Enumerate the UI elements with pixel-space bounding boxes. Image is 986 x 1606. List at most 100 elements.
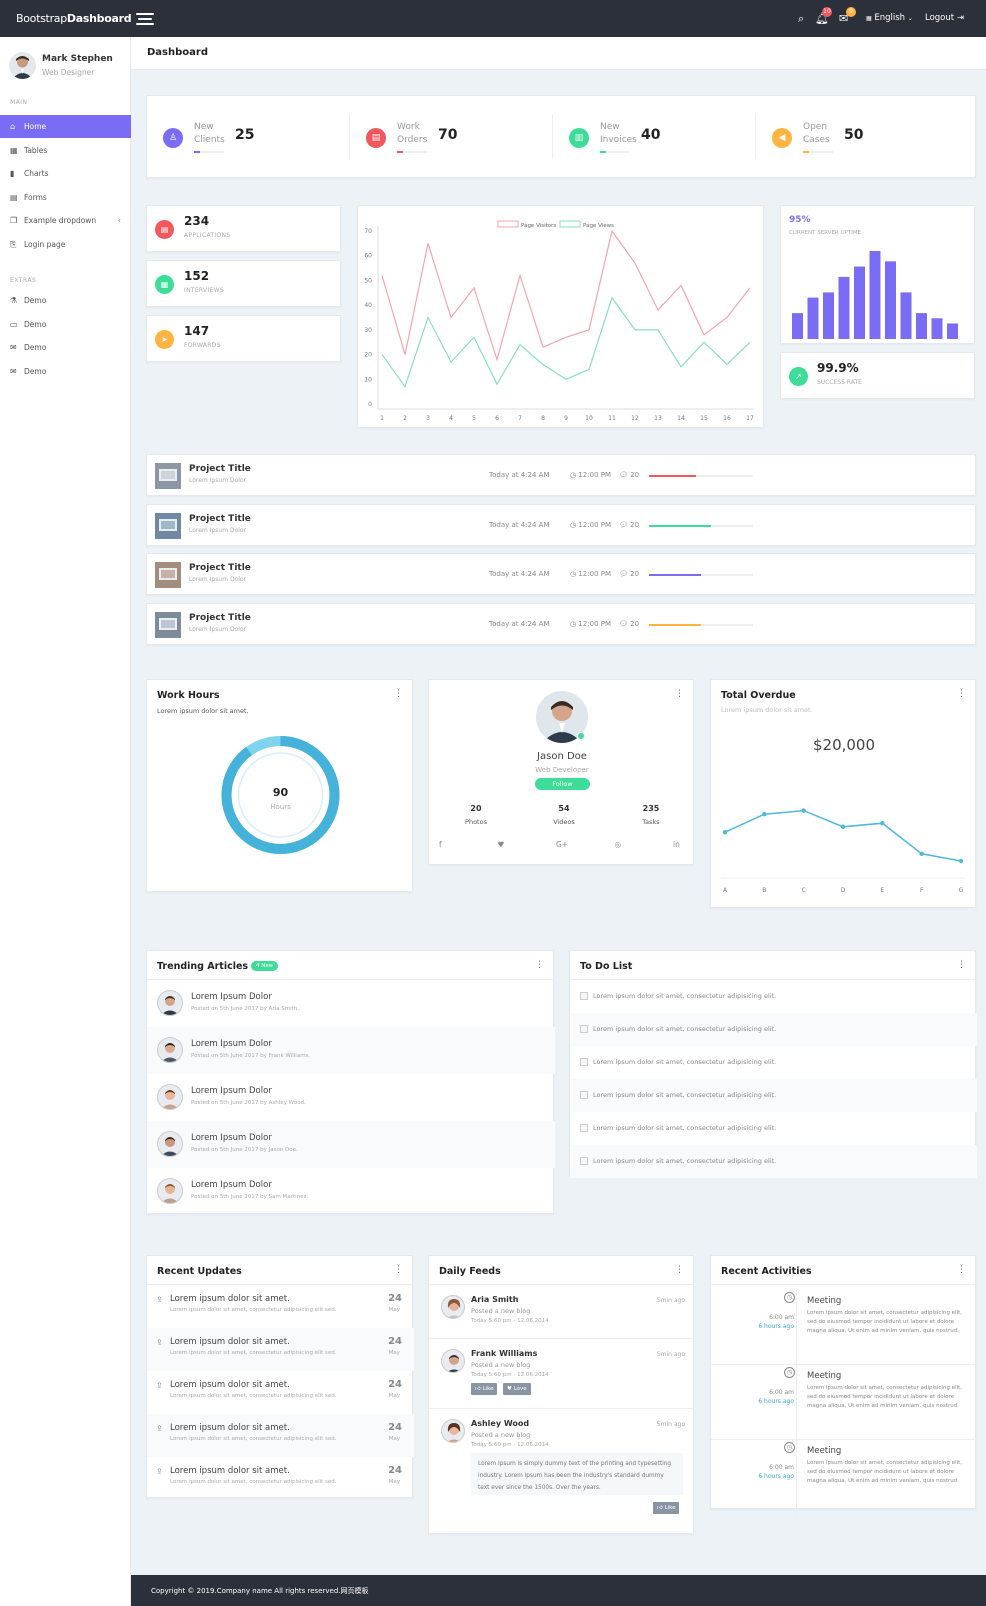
article-title[interactable]: Lorem Ipsum Dolor xyxy=(191,1133,272,1143)
feed-author[interactable]: Ashley Wood xyxy=(471,1419,530,1428)
twitter-icon[interactable]: ♥ xyxy=(497,840,505,849)
feed-author[interactable]: Aria Smith xyxy=(471,1295,519,1304)
update-title[interactable]: Lorem ipsum dolor sit amet. xyxy=(170,1423,290,1433)
feed-avatar[interactable] xyxy=(441,1295,465,1319)
instagram-icon[interactable]: ◎ xyxy=(614,840,622,849)
article-avatar[interactable] xyxy=(157,1178,183,1204)
project-title[interactable]: Project Title xyxy=(189,612,251,623)
messages-icon[interactable]: ✉ 9 xyxy=(839,7,856,25)
project-thumbnail[interactable] xyxy=(155,512,181,539)
project-row[interactable]: Project Title Lorem Ipsum Dolor Today at 4… xyxy=(146,553,976,595)
project-subtitle: Lorem Ipsum Dolor xyxy=(189,526,247,534)
project-row[interactable]: Project Title Lorem Ipsum Dolor Today at 4… xyxy=(146,602,976,645)
feed-avatar[interactable] xyxy=(441,1349,465,1373)
update-text: Lorem ipsum dolor sit amet, consectetur … xyxy=(170,1393,337,1399)
clipboard-icon: ▤ xyxy=(366,128,386,148)
update-item[interactable]: ⇪ Lorem ipsum dolor sit amet. Lorem ipsum … xyxy=(147,1328,414,1371)
facebook-icon[interactable]: f xyxy=(439,840,442,849)
new-badge: 4 New xyxy=(251,961,279,971)
update-item[interactable]: ⇪ Lorem ipsum dolor sit amet. Lorem ipsum … xyxy=(147,1285,414,1328)
todo-checkbox[interactable] xyxy=(580,1091,588,1099)
more-icon[interactable]: ⋮ xyxy=(675,1265,684,1275)
article-title[interactable]: Lorem Ipsum Dolor xyxy=(191,1086,272,1096)
todo-checkbox[interactable] xyxy=(580,1058,588,1066)
article-avatar[interactable] xyxy=(157,990,183,1016)
more-icon[interactable]: ⋮ xyxy=(394,689,403,699)
project-comments[interactable]: 💬︎ 20 xyxy=(619,570,640,578)
project-comments[interactable]: 💬︎ 20 xyxy=(619,619,640,628)
project-row[interactable]: Project Title Lorem Ipsum Dolor Today at 4… xyxy=(146,503,976,546)
update-title[interactable]: Lorem ipsum dolor sit amet. xyxy=(170,1380,290,1390)
todo-checkbox[interactable] xyxy=(580,1157,588,1165)
article-avatar[interactable] xyxy=(157,1084,183,1110)
article-avatar[interactable] xyxy=(157,1131,183,1157)
user-avatar[interactable] xyxy=(9,52,36,79)
follow-button[interactable]: Follow xyxy=(535,778,590,790)
sidebar-item-home[interactable]: ⌂ Home xyxy=(0,115,131,138)
mini-stat-label: FORWARDS xyxy=(184,342,221,349)
update-item[interactable]: ⇪ Lorem ipsum dolor sit amet. Lorem ipsum … xyxy=(147,1457,414,1500)
article-title[interactable]: Lorem Ipsum Dolor xyxy=(191,1180,272,1190)
project-thumbnail[interactable] xyxy=(155,562,181,588)
notifications-icon[interactable]: 🔔︎ 10 xyxy=(815,7,832,25)
sidebar-item-tables[interactable]: ▦ Tables xyxy=(0,139,131,162)
sidebar-item-charts[interactable]: ▮ Charts xyxy=(0,162,131,185)
love-button[interactable]: ♥ Love xyxy=(503,1383,531,1395)
article-item[interactable]: Lorem Ipsum Dolor Posted on 5th June 2017… xyxy=(147,1121,555,1168)
project-title[interactable]: Project Title xyxy=(189,513,251,524)
todo-checkbox[interactable] xyxy=(580,1124,588,1132)
x-tick-label: 5 xyxy=(472,415,476,422)
project-comments[interactable]: 💬︎ 20 xyxy=(619,471,640,479)
update-item[interactable]: ⇪ Lorem ipsum dolor sit amet. Lorem ipsum … xyxy=(147,1414,414,1457)
more-icon[interactable]: ⋮ xyxy=(535,960,544,970)
language-selector[interactable]: ▦ English ⌄ xyxy=(866,13,913,23)
like-button[interactable]: 👍︎ Like xyxy=(471,1383,498,1395)
comment-icon: 💬︎ xyxy=(619,570,631,578)
thumbs-up-icon: 👍︎ xyxy=(657,1505,663,1511)
update-title[interactable]: Lorem ipsum dolor sit amet. xyxy=(170,1294,290,1304)
todo-checkbox[interactable] xyxy=(580,1025,588,1033)
more-icon[interactable]: ⋮ xyxy=(957,960,966,970)
like-button[interactable]: 👍︎ Like xyxy=(653,1502,680,1514)
sidebar-item-demo[interactable]: ✉ Demo xyxy=(0,336,131,359)
project-comments[interactable]: 💬︎ 20 xyxy=(619,520,640,529)
project-title[interactable]: Project Title xyxy=(189,563,251,573)
article-title[interactable]: Lorem Ipsum Dolor xyxy=(191,1039,272,1049)
article-avatar[interactable] xyxy=(157,1037,183,1063)
sidebar-item-demo[interactable]: ⚗ Demo xyxy=(0,289,131,312)
feed-avatar[interactable] xyxy=(441,1419,465,1443)
project-thumbnail[interactable] xyxy=(155,611,181,638)
more-icon[interactable]: ⋮ xyxy=(394,1265,403,1275)
more-icon[interactable]: ⋮ xyxy=(957,1265,966,1275)
brand-logo[interactable]: BootstrapDashboard xyxy=(16,12,132,25)
article-item[interactable]: Lorem Ipsum Dolor Posted on 5th June 2017… xyxy=(147,980,555,1027)
todo-checkbox[interactable] xyxy=(580,992,588,1000)
search-icon[interactable]: ⌕ xyxy=(798,12,805,25)
uptime-bar xyxy=(916,313,927,339)
article-item[interactable]: Lorem Ipsum Dolor Posted on 5th June 2017… xyxy=(147,1027,555,1074)
more-icon[interactable]: ⋮ xyxy=(675,689,684,699)
update-title[interactable]: Lorem ipsum dolor sit amet. xyxy=(170,1337,290,1347)
article-title[interactable]: Lorem Ipsum Dolor xyxy=(191,992,272,1002)
article-item[interactable]: Lorem Ipsum Dolor Posted on 5th June 2017… xyxy=(147,1168,555,1215)
sidebar-item-login-page[interactable]: ⎘ Login page xyxy=(0,233,131,256)
project-thumbnail[interactable] xyxy=(155,463,181,489)
article-item[interactable]: Lorem Ipsum Dolor Posted on 5th June 2017… xyxy=(147,1074,555,1121)
rss-icon: ⇪ xyxy=(156,1424,163,1433)
more-icon[interactable]: ⋮ xyxy=(957,689,966,699)
sidebar-item-demo[interactable]: ▭ Demo xyxy=(0,313,131,336)
project-title[interactable]: Project Title xyxy=(189,464,251,474)
project-row[interactable]: Project Title Lorem Ipsum Dolor Today at 4… xyxy=(146,454,976,496)
menu-toggle-icon[interactable] xyxy=(136,13,154,25)
sidebar-item-forms[interactable]: ▤ Forms xyxy=(0,186,131,209)
logout-button[interactable]: Logout ⇥ xyxy=(925,13,964,23)
update-title[interactable]: Lorem ipsum dolor sit amet. xyxy=(170,1466,290,1476)
linkedin-icon[interactable]: in xyxy=(673,840,680,849)
uptime-bar xyxy=(900,292,912,339)
update-item[interactable]: ⇪ Lorem ipsum dolor sit amet. Lorem ipsum … xyxy=(147,1371,414,1414)
sidebar-item-example-dropdown[interactable]: ❐ Example dropdown ‹ xyxy=(0,209,131,232)
sidebar-item-demo[interactable]: ✉ Demo xyxy=(0,360,131,383)
uptime-bar xyxy=(947,323,958,339)
feed-author[interactable]: Frank Williams xyxy=(471,1349,538,1358)
google-plus-icon[interactable]: G+ xyxy=(556,840,569,849)
